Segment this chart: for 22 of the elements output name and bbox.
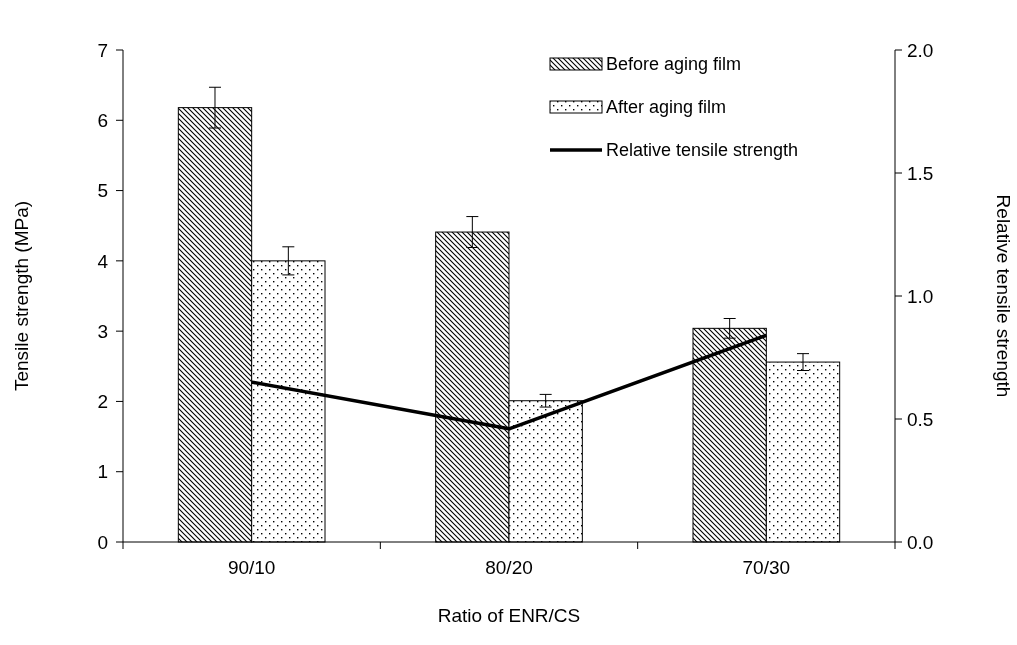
y-tick-label: 4 [97, 250, 109, 272]
x-tick-label: 80/20 [485, 557, 533, 578]
y-tick-label: 0 [97, 531, 108, 553]
y2-tick-label: 1.5 [907, 162, 934, 184]
y-tick-label: 3 [97, 320, 108, 342]
legend-label: Relative tensile strength [606, 140, 799, 161]
y2-axis-title: Relative tensile strength [993, 194, 1014, 398]
y-axis-title: Tensile strength (MPa) [11, 200, 32, 392]
y-tick-label: 1 [97, 461, 108, 483]
y2-tick-label: 0.0 [907, 531, 934, 553]
y-tick-label: 2 [97, 391, 108, 413]
legend-label: After aging film [606, 97, 727, 118]
y2-tick-label: 0.5 [907, 408, 934, 430]
y-tick-label: 6 [97, 109, 108, 131]
y-tick-label: 5 [97, 180, 108, 202]
legend-label: Before aging film [606, 54, 742, 75]
x-axis-title: Ratio of ENR/CS [437, 605, 581, 626]
y2-tick-label: 1.0 [907, 285, 934, 307]
y-tick-label: 7 [97, 39, 108, 61]
x-tick-label: 90/10 [227, 557, 276, 578]
x-tick-label: 70/30 [742, 557, 791, 578]
y2-tick-label: 2.0 [907, 39, 934, 61]
